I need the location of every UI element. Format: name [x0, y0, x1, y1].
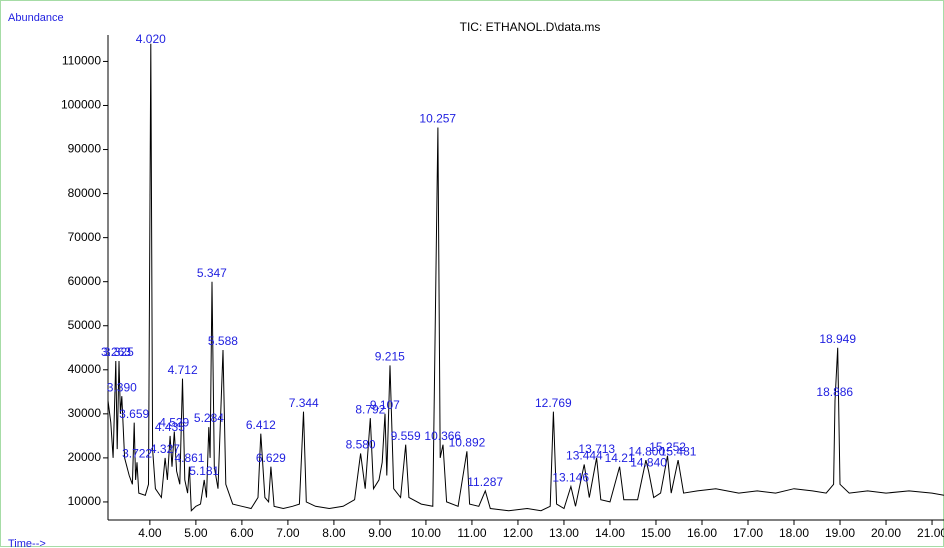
y-tick-label: 40000 [68, 362, 102, 376]
peak-label: 5.347 [197, 266, 227, 280]
peak-label: 11.287 [467, 475, 503, 489]
x-tick-label: 4.00 [138, 526, 162, 540]
peak-label: 4.712 [168, 363, 198, 377]
x-tick-label: 17.00 [733, 526, 763, 540]
peak-label: 3.263 [101, 345, 131, 359]
peak-label: 12.769 [535, 396, 572, 410]
y-tick-label: 70000 [68, 230, 102, 244]
peak-label: 7.344 [289, 396, 319, 410]
trace [107, 43, 944, 512]
y-tick-label: 90000 [68, 142, 102, 156]
peak-label: 18.886 [816, 385, 853, 399]
x-tick-label: 20.00 [871, 526, 901, 540]
peak-label: 9.215 [375, 350, 405, 364]
peak-label: 4.020 [136, 32, 166, 46]
y-tick-label: 10000 [68, 494, 102, 508]
peak-label: 15.481 [660, 444, 697, 458]
peak-label: 13.444 [566, 449, 603, 463]
peak-label: 3.325 [104, 345, 134, 359]
peak-label: 4.861 [174, 451, 204, 465]
y-tick-label: 50000 [68, 318, 102, 332]
x-tick-label: 21.00 [917, 526, 944, 540]
x-tick-label: 8.00 [322, 526, 346, 540]
y-tick-label: 60000 [68, 274, 102, 288]
y-tick-label: 20000 [68, 450, 102, 464]
peak-label: 4.327 [150, 442, 180, 456]
peak-label: 14.800 [628, 444, 665, 458]
y-tick-label: 100000 [61, 98, 101, 112]
peak-label: 6.629 [256, 451, 286, 465]
x-tick-label: 7.00 [276, 526, 300, 540]
peak-label: 4.435 [155, 420, 185, 434]
y-tick-label: 30000 [68, 406, 102, 420]
peak-label: 4.529 [159, 416, 189, 430]
x-tick-label: 11.00 [457, 526, 486, 540]
peak-label: 6.412 [246, 418, 276, 432]
x-tick-label: 13.00 [549, 526, 579, 540]
peak-label: 8.580 [346, 438, 376, 452]
x-tick-label: 14.00 [595, 526, 625, 540]
peak-label: 3.722 [122, 446, 152, 460]
peak-label: 15.252 [649, 440, 686, 454]
x-tick-label: 10.00 [411, 526, 441, 540]
peak-label: 13.146 [552, 471, 589, 485]
x-tick-label: 6.00 [230, 526, 254, 540]
x-axis-label: Time--> [8, 538, 46, 548]
x-tick-label: 16.00 [687, 526, 717, 540]
x-tick-label: 19.00 [825, 526, 855, 540]
y-tick-label: 110000 [62, 54, 101, 68]
x-tick-label: 5.00 [184, 526, 208, 540]
chart-title: TIC: ETHANOL.D\data.ms [460, 20, 601, 34]
y-axis-label: Abundance [8, 12, 64, 24]
x-tick-label: 12.00 [503, 526, 533, 540]
x-tick-label: 9.00 [368, 526, 392, 540]
peak-label: 3.390 [107, 380, 137, 394]
peak-label: 18.949 [819, 332, 856, 346]
peak-label: 5.181 [189, 464, 219, 478]
y-tick-label: 80000 [68, 186, 102, 200]
peak-label: 9.107 [370, 398, 400, 412]
peak-label: 5.284 [194, 411, 224, 425]
peak-label: 14.840 [630, 455, 667, 469]
peak-label: 9.559 [391, 429, 421, 443]
peak-label: 3.659 [119, 407, 149, 421]
peak-label: 10.257 [419, 112, 456, 126]
peak-label: 10.892 [449, 435, 486, 449]
peak-label: 13.713 [578, 442, 615, 456]
peak-label: 8.792 [355, 402, 385, 416]
peak-label: 5.588 [208, 334, 238, 348]
peak-label: 10.366 [424, 429, 461, 443]
x-tick-label: 18.00 [779, 526, 809, 540]
x-tick-label: 15.00 [641, 526, 671, 540]
peak-label: 14.21 [605, 451, 635, 465]
